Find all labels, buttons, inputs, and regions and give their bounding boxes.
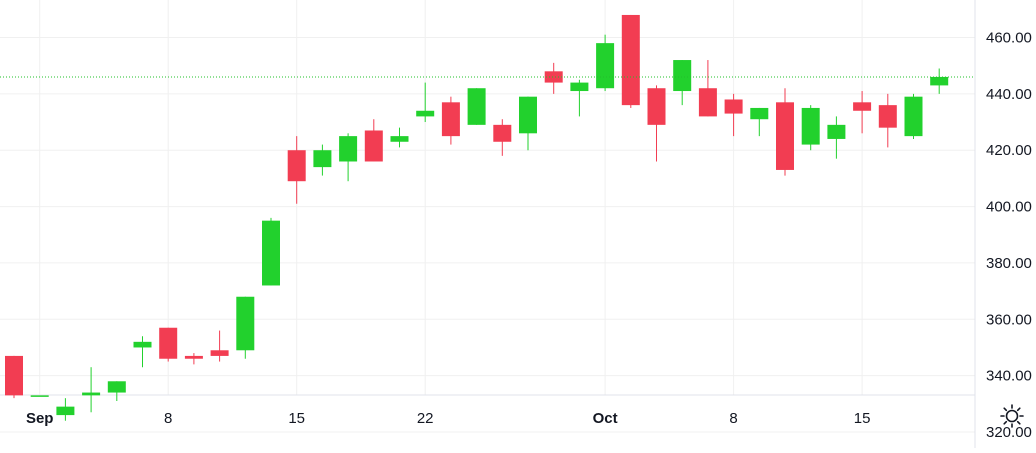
candle-body	[724, 99, 743, 114]
candle-body	[133, 341, 152, 348]
grid	[0, 0, 976, 448]
candle	[698, 60, 717, 117]
candle-body	[596, 43, 615, 89]
price-tick-label: 360.00	[986, 311, 1032, 328]
candle-body	[313, 150, 332, 168]
time-tick-label: 8	[164, 410, 172, 427]
gear-icon	[1000, 404, 1024, 428]
candle	[5, 355, 23, 399]
candle-body	[339, 136, 358, 162]
candle	[596, 34, 615, 92]
price-tick-label: 460.00	[986, 30, 1032, 47]
candle-body	[262, 220, 280, 286]
candle	[287, 136, 306, 204]
candle-body	[210, 350, 229, 356]
candle	[776, 88, 794, 176]
candle-body	[801, 107, 820, 145]
candle-body	[5, 355, 23, 396]
candle-body	[364, 130, 383, 162]
candle-body	[776, 102, 794, 170]
candle-body	[698, 88, 717, 117]
candle	[673, 60, 692, 106]
candle	[544, 62, 563, 94]
candle	[878, 93, 897, 148]
candle-body	[904, 96, 923, 137]
candle	[82, 367, 101, 413]
candle-body	[56, 406, 75, 416]
time-tick-label: 8	[729, 410, 737, 427]
candle	[56, 398, 75, 421]
candle	[184, 353, 203, 365]
price-tick-label: 380.00	[986, 255, 1032, 272]
candle-body	[544, 71, 563, 83]
candle	[236, 296, 255, 359]
candle	[262, 217, 280, 286]
candle	[210, 330, 229, 362]
candle-body	[441, 102, 460, 137]
candle	[467, 88, 486, 125]
candle	[827, 116, 846, 159]
candle-body	[621, 14, 640, 106]
price-axis[interactable]: 460.00 440.00 420.00 400.00 380.00 360.00 340.…	[986, 30, 1032, 442]
price-tick-label: 400.00	[986, 199, 1032, 216]
candle-body	[107, 381, 126, 393]
candle-body	[570, 82, 589, 92]
price-tick-label: 420.00	[986, 142, 1032, 159]
candle-body	[159, 327, 178, 359]
candle	[853, 91, 872, 134]
candle	[133, 336, 152, 368]
price-tick-label: 320.00	[986, 424, 1032, 441]
candle-body	[493, 124, 512, 142]
candle	[313, 144, 332, 176]
candle	[339, 133, 358, 182]
candle	[801, 105, 820, 151]
time-axis[interactable]: Sep 8 15 22 Oct 8 15	[26, 410, 871, 427]
price-tick-label: 440.00	[986, 86, 1032, 103]
candles	[5, 14, 949, 421]
chart-settings-button[interactable]	[998, 402, 1026, 430]
time-tick-label: 15	[854, 410, 871, 427]
candle	[416, 82, 435, 123]
candle-body	[30, 395, 49, 397]
candle	[621, 14, 640, 108]
candle-body	[287, 150, 306, 182]
candle-body	[750, 107, 769, 120]
candle-body	[82, 392, 101, 396]
candle	[519, 96, 537, 151]
candle-body	[236, 296, 255, 351]
candle	[159, 327, 178, 362]
candle-body	[673, 60, 692, 92]
time-tick-label: 15	[288, 410, 305, 427]
time-tick-label: 22	[417, 410, 434, 427]
candle	[930, 68, 949, 94]
candle-body	[930, 76, 949, 86]
candle-body	[853, 102, 872, 111]
candle	[724, 93, 743, 137]
price-tick-label: 340.00	[986, 368, 1032, 385]
candle-body	[467, 88, 486, 125]
candle	[647, 85, 666, 162]
candle-body	[827, 124, 846, 139]
time-tick-label: Sep	[26, 410, 54, 427]
candle	[904, 93, 923, 139]
candle-body	[416, 110, 435, 117]
candle-body	[390, 136, 409, 142]
candle	[441, 96, 460, 145]
candle	[390, 127, 409, 148]
candle	[493, 119, 512, 156]
candle	[364, 119, 383, 162]
candle	[570, 79, 589, 117]
candle-body	[878, 105, 897, 128]
candle	[750, 107, 769, 137]
candle-body	[184, 355, 203, 359]
candle	[107, 381, 126, 402]
candle-body	[519, 96, 537, 134]
candle-body	[647, 88, 666, 125]
time-tick-label: Oct	[593, 410, 618, 427]
candle	[30, 395, 49, 397]
